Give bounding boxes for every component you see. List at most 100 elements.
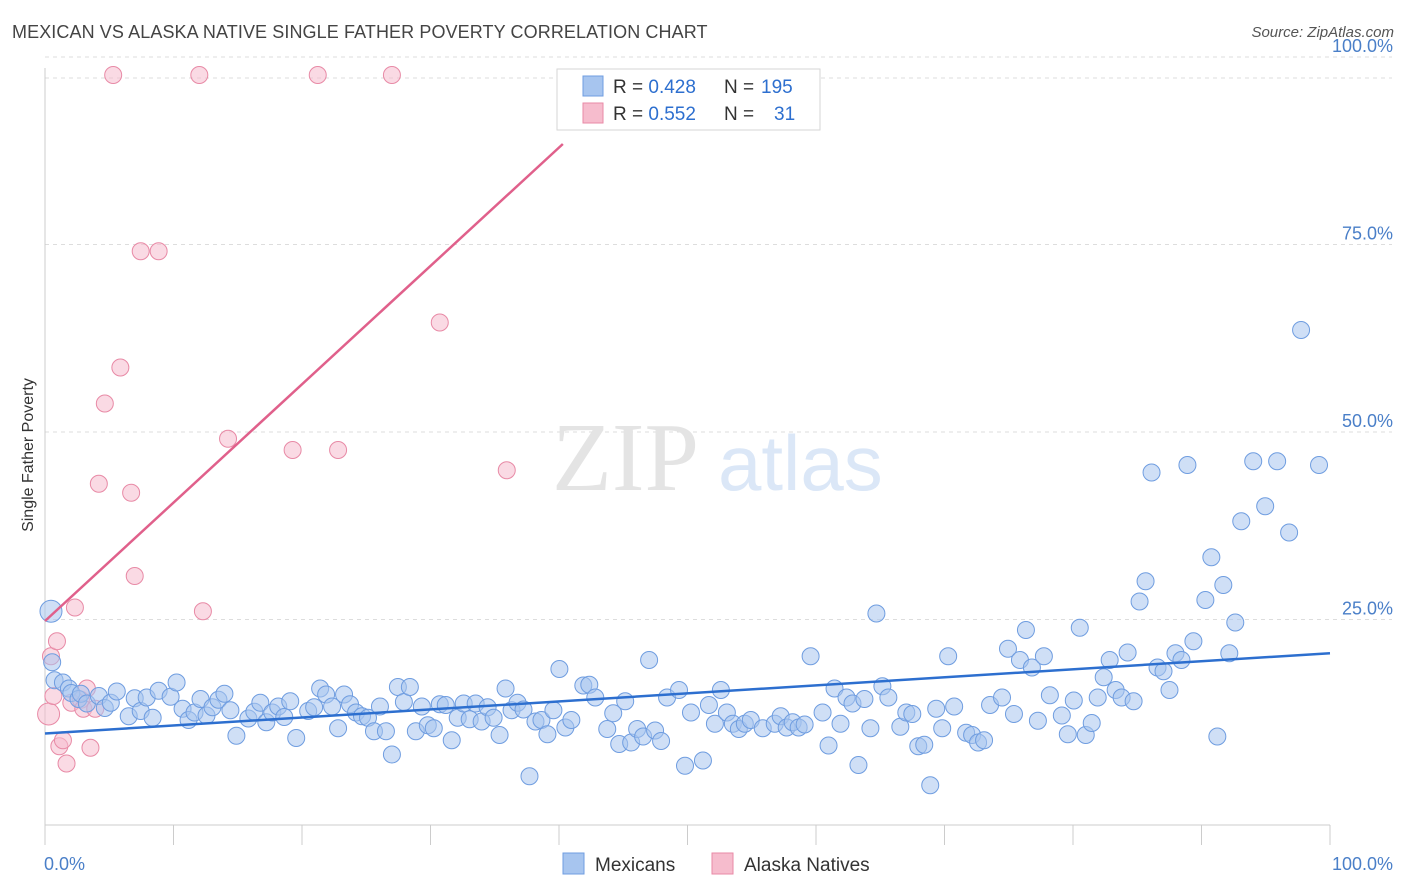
data-point xyxy=(190,66,209,84)
svg-text:R = 0.552: R = 0.552 xyxy=(613,104,696,125)
y-tick-label: 50.0% xyxy=(1342,411,1393,431)
stats-r-label-1: R = xyxy=(613,77,648,98)
data-point xyxy=(550,660,569,678)
chart-title: MEXICAN VS ALASKA NATIVE SINGLE FATHER P… xyxy=(12,22,708,42)
data-point xyxy=(1136,572,1155,591)
data-point xyxy=(219,429,238,448)
data-point xyxy=(520,767,539,786)
data-point xyxy=(382,745,401,764)
data-point xyxy=(998,639,1017,658)
data-point xyxy=(149,242,168,261)
data-point xyxy=(939,647,958,666)
data-point xyxy=(53,731,72,750)
data-point xyxy=(1040,686,1059,705)
data-point xyxy=(1268,452,1287,471)
data-point xyxy=(143,708,162,727)
data-point xyxy=(801,647,820,666)
data-point xyxy=(705,714,724,733)
legend-label-alaska-natives: Alaska Natives xyxy=(744,855,870,876)
legend-swatch-mexicans xyxy=(562,852,585,875)
data-point xyxy=(305,698,324,717)
data-point xyxy=(1196,591,1215,609)
data-point xyxy=(436,696,455,714)
data-point xyxy=(1052,706,1071,725)
data-point xyxy=(430,313,449,332)
data-point xyxy=(57,754,76,773)
y-tick-labels: 25.0% 50.0% 75.0% 100.0% xyxy=(1332,36,1393,619)
data-point xyxy=(945,697,964,716)
stats-r-value-1: 0.428 xyxy=(648,77,696,98)
data-point xyxy=(1028,711,1047,730)
data-point xyxy=(1016,621,1035,639)
data-point xyxy=(382,66,401,84)
data-point xyxy=(514,700,533,719)
data-point xyxy=(1070,618,1089,637)
data-point xyxy=(497,461,516,480)
data-point xyxy=(370,697,389,716)
stats-swatch-mexicans xyxy=(582,75,604,97)
data-point xyxy=(37,702,61,726)
data-point xyxy=(496,679,515,698)
data-point xyxy=(861,719,880,738)
y-tick-label: 100.0% xyxy=(1332,36,1393,56)
data-point xyxy=(1100,651,1119,669)
stats-n-label-1: N = xyxy=(724,77,754,98)
stats-n-label-2: N = xyxy=(724,104,754,125)
data-point xyxy=(1124,692,1143,711)
data-point xyxy=(604,704,623,723)
data-point xyxy=(544,701,563,720)
data-point xyxy=(681,703,700,722)
data-point xyxy=(1232,512,1251,531)
data-point xyxy=(376,722,395,741)
data-point xyxy=(490,726,509,744)
data-point xyxy=(111,358,130,377)
data-point xyxy=(1256,497,1275,516)
data-point xyxy=(283,441,302,459)
data-point xyxy=(43,653,62,672)
data-point xyxy=(47,632,66,651)
data-point xyxy=(251,693,270,712)
data-point xyxy=(1142,463,1161,482)
series-alaska-natives xyxy=(37,66,516,773)
data-point xyxy=(424,719,443,738)
data-point xyxy=(215,684,234,703)
data-point xyxy=(1244,452,1263,471)
stats-n-value-1: 195 xyxy=(761,77,793,98)
stats-legend: R = 0.428 N = 195 R = 0.552 N = 31 xyxy=(556,68,821,131)
data-point xyxy=(1178,456,1197,474)
y-tick-label: 75.0% xyxy=(1342,224,1393,244)
svg-text:31: 31 xyxy=(774,104,795,125)
data-point xyxy=(670,681,689,699)
svg-text:195: 195 xyxy=(761,77,793,98)
data-point xyxy=(1160,681,1179,699)
data-point xyxy=(81,738,100,757)
data-point xyxy=(813,703,832,722)
data-point xyxy=(1034,647,1053,666)
data-point xyxy=(1220,644,1239,663)
data-point xyxy=(538,725,557,744)
data-point xyxy=(1094,668,1113,687)
data-point xyxy=(921,776,940,795)
data-point xyxy=(1208,727,1227,746)
data-point xyxy=(1118,643,1137,662)
data-point xyxy=(167,673,186,692)
data-point xyxy=(89,474,108,493)
data-point xyxy=(329,441,348,459)
data-point xyxy=(442,731,461,750)
data-point xyxy=(616,692,635,711)
watermark-zip: ZIP xyxy=(552,404,699,512)
data-point xyxy=(903,705,922,723)
data-point xyxy=(107,682,126,701)
data-point xyxy=(693,751,712,770)
data-point xyxy=(1214,576,1233,594)
data-point xyxy=(819,736,838,755)
data-point xyxy=(308,66,327,84)
trend-line-alaska-natives xyxy=(44,143,564,622)
data-point xyxy=(329,719,348,738)
trend-lines xyxy=(44,143,1331,735)
data-point xyxy=(1280,523,1299,542)
data-point xyxy=(131,242,150,261)
data-point xyxy=(1292,321,1311,339)
x-tick-label: 100.0% xyxy=(1332,854,1393,874)
data-point xyxy=(562,711,581,729)
